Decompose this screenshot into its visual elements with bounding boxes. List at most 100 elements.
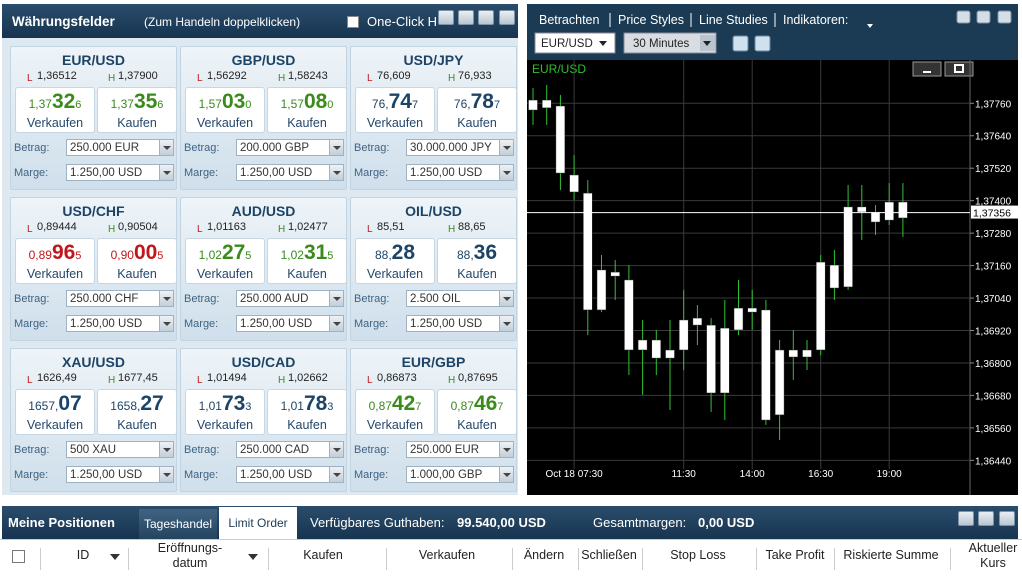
column-header-cell[interactable]: ID [23,548,143,563]
amount-value[interactable]: 250.000 EUR [70,142,140,154]
buy-button[interactable]: 88,36 Kaufen [437,238,517,284]
margin-select[interactable]: 1.250,00 USD [66,315,174,332]
margin-select[interactable]: 1.250,00 USD [406,315,514,332]
amount-select[interactable]: 2.500 OIL [406,290,514,307]
rate-tile[interactable]: USD/CHF L 0,89444 H 0,90504 0,89965 Verkaufen 0… [10,197,177,341]
margin-select[interactable]: 1.250,00 USD [236,164,344,181]
column-header-text[interactable]: Aktueller [968,541,1018,555]
column-header-text[interactable]: Schließen [581,548,637,562]
icon-button[interactable] [956,10,971,24]
zoom-in[interactable] [732,35,749,52]
buy-button[interactable]: 0,90005 Kaufen [97,238,177,284]
margin-value[interactable]: 1.250,00 USD [70,318,143,330]
tab-active[interactable]: Limit Order [219,507,297,539]
amount-select[interactable]: 200.000 GBP [236,139,344,156]
rate-tile[interactable]: EUR/GBP L 0,86873 H 0,87695 0,87427 Verkaufen 0… [350,348,517,492]
amount-value[interactable]: 200.000 GBP [240,142,310,154]
amount-select[interactable]: 250.000 EUR [406,441,514,458]
amount-value[interactable]: 30.000.000 JPY [410,142,492,154]
column-header-text[interactable]: Stop Loss [670,548,726,562]
menu-item[interactable]: Indikatoren: [783,13,848,27]
rate-tile[interactable]: AUD/USD L 1,01163 H 1,02477 1,02275 Verkaufen 1… [180,197,347,341]
one-click-checkbox[interactable] [347,16,359,28]
margin-value[interactable]: 1.250,00 USD [240,318,313,330]
buy-button[interactable]: 1,01783 Kaufen [267,389,347,435]
column-header-text[interactable]: Ändern [523,548,565,562]
column-header-cell[interactable]: Schließen [549,548,669,563]
amount-select[interactable]: 250.000 EUR [66,139,174,156]
column-header-text[interactable]: ID [76,548,90,562]
amount-value[interactable]: 250.000 CAD [240,444,310,456]
column-header-text[interactable]: Verkaufen [418,548,476,562]
icon-button[interactable] [958,511,974,526]
minimize-button[interactable] [912,61,942,77]
column-header-text[interactable]: Kaufen [303,548,343,562]
zoom-out[interactable] [754,35,771,52]
symbol-select[interactable] [534,32,616,54]
sell-button[interactable]: 76,747 Verkaufen [355,87,435,133]
sell-button[interactable]: 88,28 Verkaufen [355,238,435,284]
margin-select[interactable]: 1.000,00 GBP [406,466,514,483]
sell-button[interactable]: 1,02275 Verkaufen [185,238,265,284]
menu-item[interactable]: Price Styles [618,13,684,27]
close-button[interactable] [499,10,515,25]
sell-button[interactable]: 1,57030 Verkaufen [185,87,265,133]
tab[interactable]: Tageshandel [139,509,217,539]
amount-select[interactable]: 30.000.000 JPY [406,139,514,156]
rate-tile[interactable]: USD/JPY L 76,609 H 76,933 76,747 Verkaufen 76,7… [350,46,517,190]
sell-button[interactable]: 1,37326 Verkaufen [15,87,95,133]
icon-button[interactable] [478,10,494,25]
maximize-button[interactable] [944,61,974,77]
margin-select[interactable]: 1.250,00 USD [236,315,344,332]
sell-button[interactable]: 0,87427 Verkaufen [355,389,435,435]
rate-tile[interactable]: USD/CAD L 1,01494 H 1,02662 1,01733 Verkaufen 1… [180,348,347,492]
menu-item[interactable]: Line Studies [699,13,768,27]
sell-button[interactable]: 1,01733 Verkaufen [185,389,265,435]
symbol-select-text[interactable]: EUR/USD [541,38,593,50]
amount-select[interactable]: 500 XAU [66,441,174,458]
margin-select[interactable]: 1.250,00 USD [236,466,344,483]
close-button[interactable] [997,10,1012,24]
amount-value[interactable]: 500 XAU [70,444,117,456]
column-header-text[interactable]: datum [172,556,208,570]
column-header-cell[interactable]: Eröffnungs-datum [130,541,250,571]
margin-value[interactable]: 1.250,00 USD [70,469,143,481]
icon-button[interactable] [458,10,474,25]
rate-tile[interactable]: EUR/USD L 1,36512 H 1,37900 1,37326 Verkaufen 1… [10,46,177,190]
rate-tile[interactable]: XAU/USD L 1626,49 H 1677,45 1657,07 Verkaufen 1… [10,348,177,492]
column-header-cell[interactable]: Riskierte Summe [831,548,951,563]
margin-select[interactable]: 1.250,00 USD [406,164,514,181]
amount-value[interactable]: 250.000 EUR [410,444,480,456]
close-button[interactable] [999,511,1015,526]
sell-button[interactable]: 1657,07 Verkaufen [15,389,95,435]
column-header-cell[interactable]: Aktueller Kurs [933,541,1022,571]
column-header-text[interactable]: Eröffnungs- [157,541,223,555]
column-header-cell[interactable]: Verkaufen [387,548,507,563]
select-all-checkbox[interactable] [12,550,25,563]
sort-arrow[interactable] [110,554,120,560]
margin-select[interactable]: 1.250,00 USD [66,466,174,483]
icon-button[interactable] [978,511,994,526]
amount-select[interactable]: 250.000 CAD [236,441,344,458]
rate-tile[interactable]: OIL/USD L 85,51 H 88,65 88,28 Verkaufen 88,36 Ka… [350,197,517,341]
sell-button[interactable]: 0,89965 Verkaufen [15,238,95,284]
column-header-cell[interactable]: Ändern [484,548,604,563]
margin-value[interactable]: 1.250,00 USD [70,167,143,179]
amount-value[interactable]: 250.000 AUD [240,293,309,305]
margin-value[interactable]: 1.250,00 USD [240,469,313,481]
buy-button[interactable]: 1658,27 Kaufen [97,389,177,435]
menu-item[interactable]: Betrachten [539,13,600,27]
rate-tile[interactable]: GBP/USD L 1,56292 H 1,58243 1,57030 Verkaufen 1… [180,46,347,190]
column-header-cell[interactable]: Take Profit [735,548,855,563]
buy-button[interactable]: 0,87467 Kaufen [437,389,517,435]
amount-value[interactable]: 2.500 OIL [410,293,461,305]
one-click-label[interactable]: One-Click H [367,14,438,29]
column-header-cell[interactable]: Kaufen [263,548,383,563]
interval-select[interactable] [623,32,717,54]
buy-button[interactable]: 1,02315 Kaufen [267,238,347,284]
column-header-text[interactable]: Take Profit [765,548,825,562]
interval-select-text[interactable]: 30 Minutes [633,38,690,50]
margin-value[interactable]: 1.250,00 USD [410,318,483,330]
column-header-text[interactable]: Riskierte Summe [843,548,939,562]
margin-value[interactable]: 1.000,00 GBP [410,469,483,481]
